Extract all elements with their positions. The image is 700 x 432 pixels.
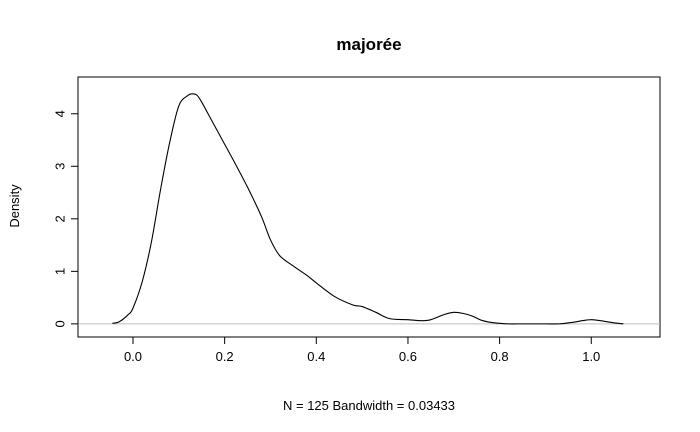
x-axis: 0.0 0.2 0.4 0.6 0.8 1.0 (124, 336, 600, 364)
x-tick-label: 0.2 (216, 349, 234, 364)
x-tick-label: 0.0 (124, 349, 142, 364)
y-tick-label: 3 (53, 163, 68, 170)
chart-title: majorée (336, 35, 401, 54)
x-tick-label: 0.6 (399, 349, 417, 364)
y-tick-label: 1 (53, 268, 68, 275)
density-curve (112, 93, 624, 325)
y-tick-label: 2 (53, 215, 68, 222)
y-tick-label: 4 (53, 110, 68, 117)
x-tick-label: 0.4 (307, 349, 325, 364)
x-axis-label: N = 125 Bandwidth = 0.03433 (283, 398, 455, 413)
y-tick-label: 0 (53, 320, 68, 327)
plot-frame (77, 76, 661, 338)
x-tick-label: 1.0 (582, 349, 600, 364)
x-tick-label: 0.8 (491, 349, 509, 364)
y-axis-label: Density (7, 184, 22, 228)
y-axis: 0 1 2 3 4 (53, 110, 79, 327)
